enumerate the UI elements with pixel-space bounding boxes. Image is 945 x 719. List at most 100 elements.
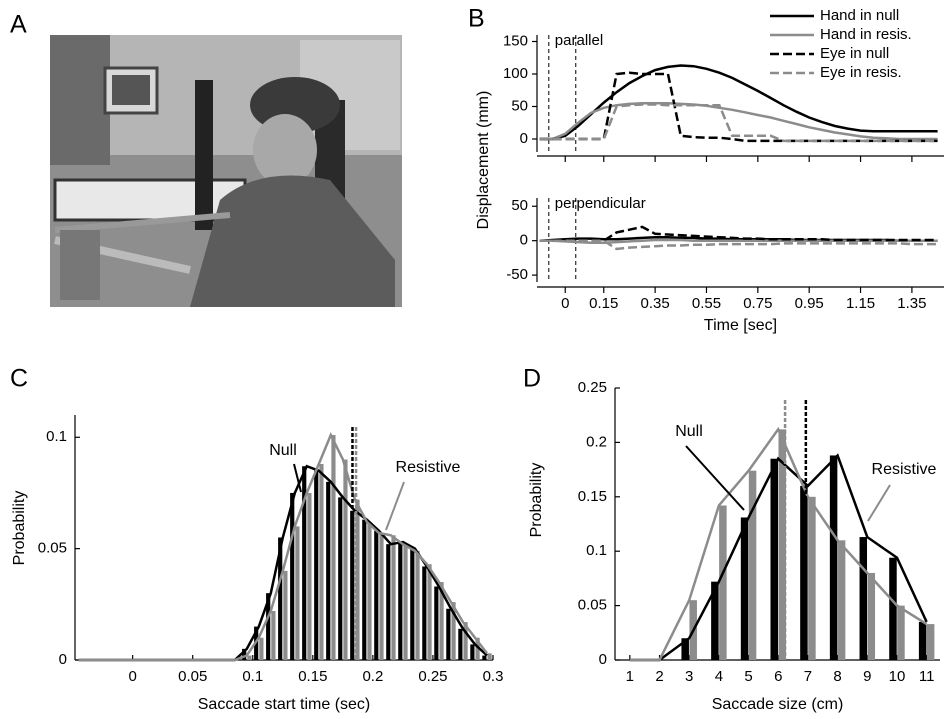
y-axis-label: Displacement (mm) <box>475 91 492 230</box>
annotation-pointer <box>867 484 891 522</box>
legend-label: Eye in null <box>820 45 889 62</box>
x-tick-label: 0.75 <box>743 295 772 312</box>
x-tick-label: 9 <box>863 668 871 685</box>
bar <box>247 655 252 660</box>
bar <box>326 481 331 660</box>
bar <box>331 435 336 660</box>
x-tick-label: 0.3 <box>483 668 504 685</box>
bar <box>482 655 487 660</box>
bar <box>271 611 276 660</box>
bar <box>926 624 935 660</box>
bar <box>379 533 384 660</box>
bar <box>367 521 372 660</box>
bar <box>470 644 475 660</box>
x-tick-label: 10 <box>889 668 906 685</box>
line <box>539 64 938 141</box>
y-tick-label: 100 <box>503 65 528 82</box>
bar <box>314 470 319 660</box>
bar <box>867 572 876 660</box>
x-tick-label: 1.35 <box>897 295 926 312</box>
bar <box>415 550 420 660</box>
bar <box>458 628 463 660</box>
legend-label: Eye in resis. <box>820 64 902 81</box>
bar <box>410 548 415 660</box>
y-tick-label: -50 <box>506 266 528 283</box>
bar <box>711 581 719 660</box>
bar <box>427 564 432 660</box>
bar <box>800 485 808 660</box>
bar <box>355 499 360 660</box>
subplot-annotation: parallel <box>555 32 603 49</box>
x-tick-label: 0.25 <box>418 668 447 685</box>
bar <box>837 540 846 660</box>
bar <box>386 544 391 660</box>
bar <box>439 582 444 660</box>
bar <box>475 637 480 660</box>
x-tick-label: 0 <box>128 668 136 685</box>
bar <box>770 458 778 660</box>
bar <box>295 526 300 660</box>
x-tick-label: 1 <box>626 668 634 685</box>
y-tick-label: 0 <box>59 651 67 668</box>
x-tick-label: 0.1 <box>242 668 263 685</box>
photo <box>50 35 402 307</box>
x-tick-label: 0.55 <box>692 295 721 312</box>
bar <box>897 605 905 660</box>
y-tick-label: 0.05 <box>38 540 67 557</box>
y-axis-label: Probability <box>11 491 28 566</box>
line <box>539 239 938 251</box>
bar <box>859 537 868 660</box>
y-tick-label: 0 <box>599 651 607 668</box>
y-tick-label: 0.2 <box>586 433 607 450</box>
bar <box>808 496 816 660</box>
y-tick-label: 0.1 <box>46 428 67 445</box>
y-tick-label: 0.15 <box>578 488 607 505</box>
line <box>629 453 928 662</box>
annotation-pointer <box>385 481 405 531</box>
y-tick-label: 0.25 <box>578 379 607 396</box>
x-tick-label: 2 <box>655 668 663 685</box>
y-tick-label: 50 <box>511 197 528 214</box>
bar <box>487 653 492 660</box>
bar <box>829 455 838 660</box>
bar <box>259 637 264 660</box>
y-tick-label: 0.05 <box>578 597 607 614</box>
annotation-pointer <box>293 463 302 493</box>
series-annotation: Null <box>269 442 297 459</box>
bar <box>889 557 897 660</box>
bar <box>918 621 927 660</box>
x-tick-label: 6 <box>774 668 782 685</box>
bar <box>463 622 468 660</box>
x-axis-label: Saccade size (cm) <box>712 696 844 713</box>
bar <box>343 459 348 660</box>
x-tick-label: 0.35 <box>641 295 670 312</box>
bar <box>398 541 403 660</box>
series-annotation: Resistive <box>396 459 461 476</box>
bar <box>374 530 379 660</box>
x-tick-label: 4 <box>715 668 723 685</box>
x-tick-label: 7 <box>804 668 812 685</box>
y-tick-label: 0 <box>520 130 528 147</box>
bar <box>319 464 324 660</box>
x-tick-label: 0.95 <box>795 295 824 312</box>
x-tick-label: 5 <box>744 668 752 685</box>
subplot-annotation: perpendicular <box>555 195 646 212</box>
legend-label: Hand in null <box>820 7 899 24</box>
bar <box>266 593 271 660</box>
bar <box>242 648 247 660</box>
annotation-pointer <box>685 445 745 511</box>
x-axis-label: Saccade start time (sec) <box>198 696 371 713</box>
y-tick-label: 50 <box>511 97 528 114</box>
bar <box>362 519 367 660</box>
x-tick-label: 0.15 <box>589 295 618 312</box>
legend-label: Hand in resis. <box>820 26 912 43</box>
bar <box>307 492 312 660</box>
panel-letter: A <box>10 11 27 39</box>
line <box>629 426 928 662</box>
bar <box>451 602 456 660</box>
bar <box>778 429 786 660</box>
line <box>78 464 488 662</box>
y-tick-label: 0 <box>520 232 528 249</box>
bar <box>302 466 307 660</box>
bar <box>422 566 427 660</box>
